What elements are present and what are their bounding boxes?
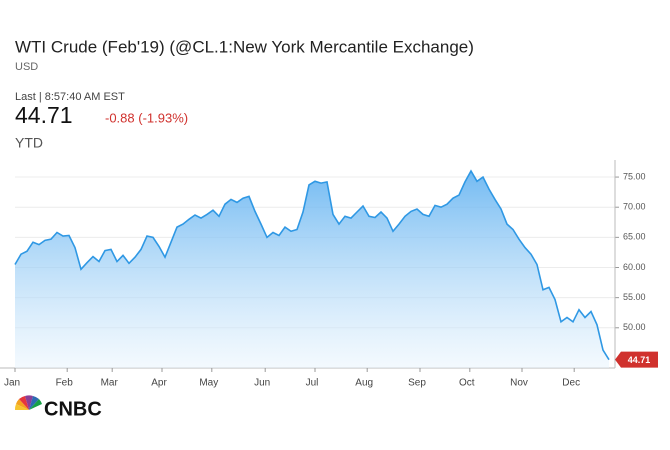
x-tick-label: Sep [408, 378, 426, 389]
y-tick-label: 50.00 [623, 322, 646, 332]
currency: USD [15, 61, 38, 73]
x-tick-label: Jan [4, 378, 20, 389]
x-tick-label: Mar [101, 378, 119, 389]
y-tick-label: 70.00 [623, 202, 646, 212]
range: YTD [15, 135, 43, 151]
y-tick-label: 65.00 [623, 232, 646, 242]
x-tick-label: Nov [510, 378, 528, 389]
x-tick-label: Apr [151, 378, 167, 389]
x-tick-label: Aug [355, 378, 373, 389]
x-tick-label: Jun [254, 378, 270, 389]
y-tick-label: 55.00 [623, 292, 646, 302]
last-tag-label: 44.71 [628, 355, 651, 365]
x-tick-label: May [199, 378, 218, 389]
x-tick-label: Oct [459, 378, 475, 389]
line [14, 169, 610, 361]
y-tick-label: 60.00 [623, 262, 646, 272]
x-tick-label: Dec [562, 378, 580, 389]
title: WTI Crude (Feb'19) (@CL.1:New York Merca… [15, 37, 474, 56]
y-tick-label: 75.00 [623, 171, 646, 181]
x-tick-label: Jul [306, 378, 319, 389]
plot: CNBC50.0055.0060.0065.0070.0075.00JanFeb… [0, 160, 658, 389]
last-time: Last | 8:57:40 AM EST [15, 91, 125, 103]
area [15, 171, 609, 368]
change: -0.88 (-1.93%) [105, 110, 188, 125]
last-tag [615, 351, 658, 368]
logo-text: CNBC [44, 398, 102, 420]
x-tick-label: Feb [56, 378, 74, 389]
last-price: 44.71 [15, 102, 73, 128]
logo: CNBC [14, 395, 102, 420]
